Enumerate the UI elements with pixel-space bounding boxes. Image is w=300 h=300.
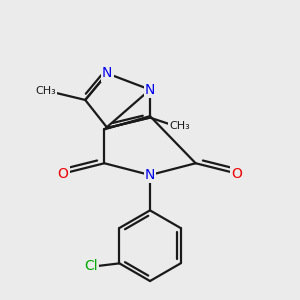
Text: N: N <box>102 66 112 80</box>
Text: N: N <box>145 82 155 97</box>
Text: O: O <box>58 167 69 181</box>
Text: Cl: Cl <box>85 259 98 273</box>
Text: CH₃: CH₃ <box>35 86 56 96</box>
Text: N: N <box>145 168 155 182</box>
Text: CH₃: CH₃ <box>169 122 190 131</box>
Text: O: O <box>231 167 242 181</box>
